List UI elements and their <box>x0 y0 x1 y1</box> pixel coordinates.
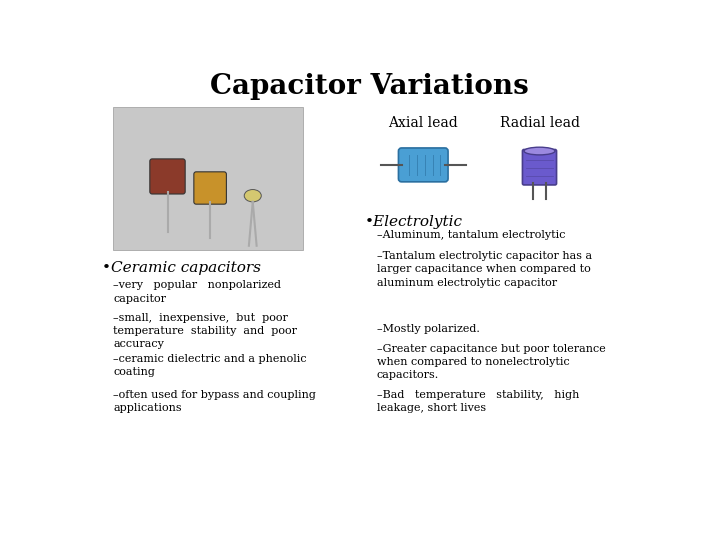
Text: –small,  inexpensive,  but  poor
temperature  stability  and  poor
accuracy: –small, inexpensive, but poor temperatur… <box>113 313 297 349</box>
Ellipse shape <box>244 190 261 202</box>
Text: –often used for bypass and coupling
applications: –often used for bypass and coupling appl… <box>113 390 316 413</box>
Text: –very   popular   nonpolarized
capacitor: –very popular nonpolarized capacitor <box>113 280 282 303</box>
Text: –ceramic dielectric and a phenolic
coating: –ceramic dielectric and a phenolic coati… <box>113 354 307 377</box>
Text: Axial lead: Axial lead <box>388 116 458 130</box>
FancyBboxPatch shape <box>113 107 303 249</box>
FancyBboxPatch shape <box>398 148 448 182</box>
FancyBboxPatch shape <box>194 172 226 204</box>
Text: •Ceramic capacitors: •Ceramic capacitors <box>102 261 261 275</box>
Text: –Tantalum electrolytic capacitor has a
larger capacitance when compared to
alumi: –Tantalum electrolytic capacitor has a l… <box>377 251 592 287</box>
Text: Capacitor Variations: Capacitor Variations <box>210 73 528 100</box>
Text: Radial lead: Radial lead <box>500 116 580 130</box>
Text: –Greater capacitance but poor tolerance
when compared to nonelectrolytic
capacit: –Greater capacitance but poor tolerance … <box>377 343 606 380</box>
Text: –Bad   temperature   stability,   high
leakage, short lives: –Bad temperature stability, high leakage… <box>377 390 579 413</box>
Text: –Aluminum, tantalum electrolytic: –Aluminum, tantalum electrolytic <box>377 231 565 240</box>
Ellipse shape <box>524 147 555 155</box>
Text: –Mostly polarized.: –Mostly polarized. <box>377 323 480 334</box>
FancyBboxPatch shape <box>523 150 557 185</box>
Text: •Electrolytic: •Electrolytic <box>365 215 463 229</box>
FancyBboxPatch shape <box>150 159 185 194</box>
